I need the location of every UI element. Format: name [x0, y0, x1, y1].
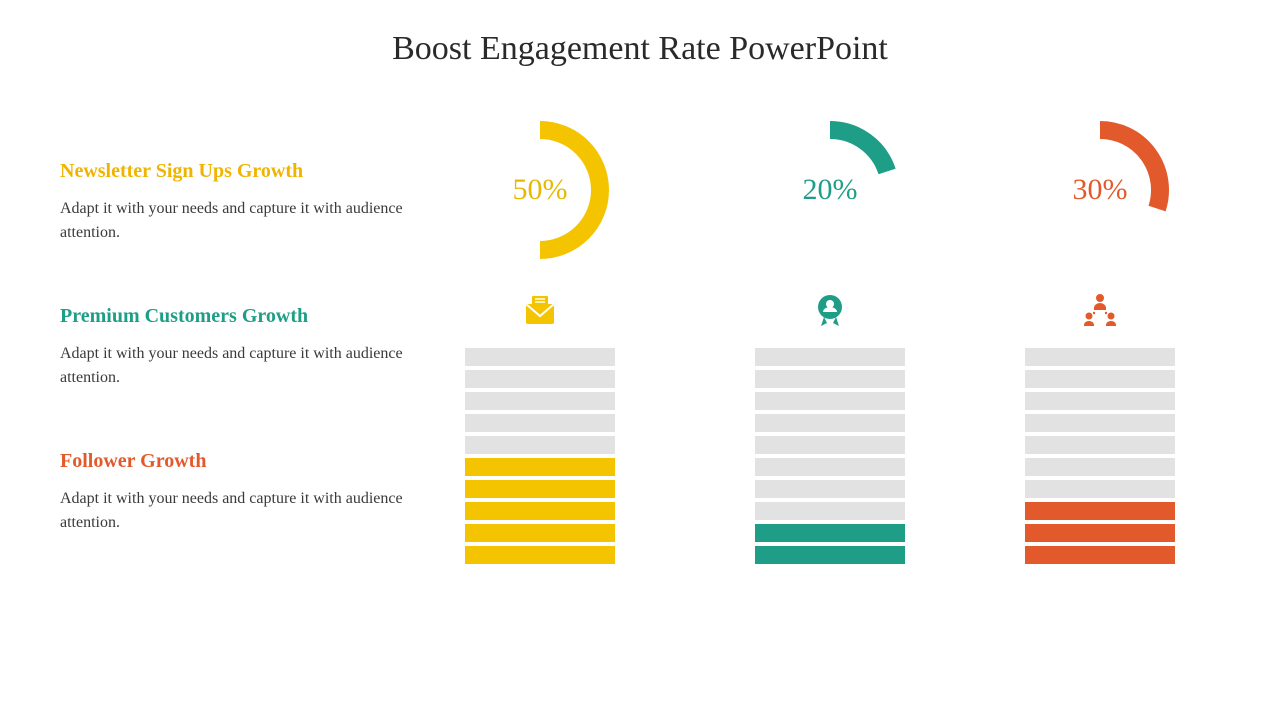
bar-segment: [1025, 524, 1175, 542]
bar-stack: [1025, 348, 1175, 564]
percent-label: 20%: [750, 110, 910, 270]
section-title: Newsletter Sign Ups Growth: [60, 160, 460, 183]
progress-arc: 50%: [460, 110, 620, 270]
progress-arc: 30%: [1020, 110, 1180, 270]
metric-column: 20%: [730, 110, 930, 564]
section-newsletter: Newsletter Sign Ups Growth Adapt it with…: [60, 160, 460, 245]
bar-segment: [1025, 502, 1175, 520]
metric-column: 50%: [440, 110, 640, 564]
percent-label: 50%: [460, 110, 620, 270]
bar-segment: [465, 436, 615, 454]
bar-segment: [755, 436, 905, 454]
badge-icon: [810, 290, 850, 330]
bar-segment: [755, 458, 905, 476]
bar-segment: [465, 370, 615, 388]
progress-arc: 20%: [750, 110, 910, 270]
bar-segment: [755, 414, 905, 432]
bar-segment: [465, 348, 615, 366]
percent-label: 30%: [1020, 110, 1180, 270]
bar-stack: [755, 348, 905, 564]
bar-segment: [755, 480, 905, 498]
section-premium: Premium Customers Growth Adapt it with y…: [60, 305, 460, 390]
bar-segment: [1025, 414, 1175, 432]
bar-segment: [465, 392, 615, 410]
bar-segment: [755, 370, 905, 388]
bar-segment: [465, 480, 615, 498]
bar-segment: [755, 524, 905, 542]
slide-title: Boost Engagement Rate PowerPoint: [0, 30, 1280, 68]
envelope-icon: [520, 290, 560, 330]
left-text-column: Newsletter Sign Ups Growth Adapt it with…: [60, 160, 460, 595]
bar-segment: [1025, 392, 1175, 410]
bar-segment: [465, 414, 615, 432]
bar-segment: [465, 458, 615, 476]
section-body: Adapt it with your needs and capture it …: [60, 342, 460, 390]
bar-segment: [755, 392, 905, 410]
bar-segment: [1025, 480, 1175, 498]
bar-segment: [1025, 348, 1175, 366]
section-body: Adapt it with your needs and capture it …: [60, 487, 460, 535]
section-body: Adapt it with your needs and capture it …: [60, 197, 460, 245]
bar-segment: [755, 348, 905, 366]
bar-segment: [755, 546, 905, 564]
bar-segment: [1025, 458, 1175, 476]
section-follower: Follower Growth Adapt it with your needs…: [60, 450, 460, 535]
people-icon: [1080, 290, 1120, 330]
bar-segment: [465, 546, 615, 564]
bar-segment: [465, 502, 615, 520]
section-title: Follower Growth: [60, 450, 460, 473]
bar-segment: [1025, 546, 1175, 564]
metric-column: 30%: [1000, 110, 1200, 564]
bar-segment: [465, 524, 615, 542]
section-title: Premium Customers Growth: [60, 305, 460, 328]
bar-stack: [465, 348, 615, 564]
bar-segment: [1025, 436, 1175, 454]
bar-segment: [1025, 370, 1175, 388]
bar-segment: [755, 502, 905, 520]
